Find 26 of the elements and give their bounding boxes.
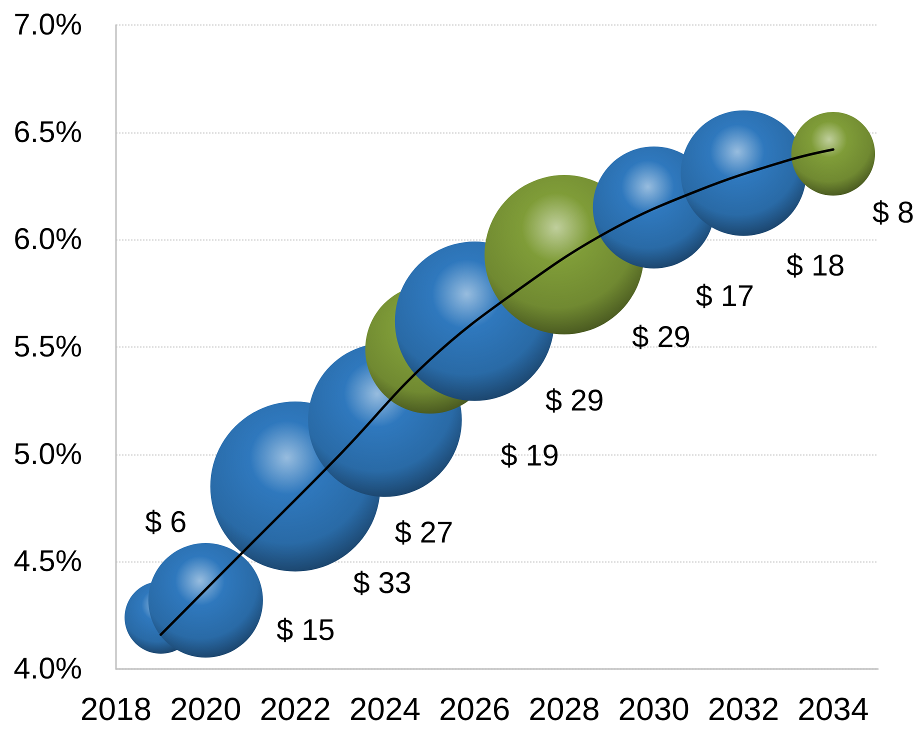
x-tick-label: 2018 <box>80 691 152 727</box>
x-tick-label: 2028 <box>528 691 600 727</box>
y-tick-label: 6.5% <box>14 116 82 149</box>
data-label: $ 19 <box>500 440 559 473</box>
x-tick-label: 2030 <box>618 691 690 727</box>
data-label: $ 29 <box>545 384 604 418</box>
data-label: $ 17 <box>696 280 754 313</box>
x-tick-label: 2032 <box>708 691 780 727</box>
data-label: $ 29 <box>632 321 690 354</box>
y-tick-label: 5.0% <box>14 438 82 471</box>
y-tick-label: 4.0% <box>14 652 82 686</box>
data-label: $ 8 <box>872 196 914 230</box>
x-tick-label: 2024 <box>349 691 421 727</box>
x-tick-label: 2026 <box>438 691 510 727</box>
y-tick-label: 4.5% <box>14 545 82 578</box>
x-tick-label: 2034 <box>798 691 869 727</box>
y-tick-label: 5.5% <box>14 330 82 364</box>
data-label: $ 18 <box>786 250 845 283</box>
y-tick-label: 6.0% <box>14 223 82 256</box>
y-tick-label: 7.0% <box>14 8 82 42</box>
data-label: $ 6 <box>144 506 187 539</box>
data-label: $ 27 <box>394 516 454 550</box>
data-label: $ 15 <box>276 614 335 647</box>
x-tick-label: 2020 <box>170 691 242 727</box>
x-tick-label: 2022 <box>260 691 331 727</box>
data-label: $ 33 <box>353 567 412 600</box>
